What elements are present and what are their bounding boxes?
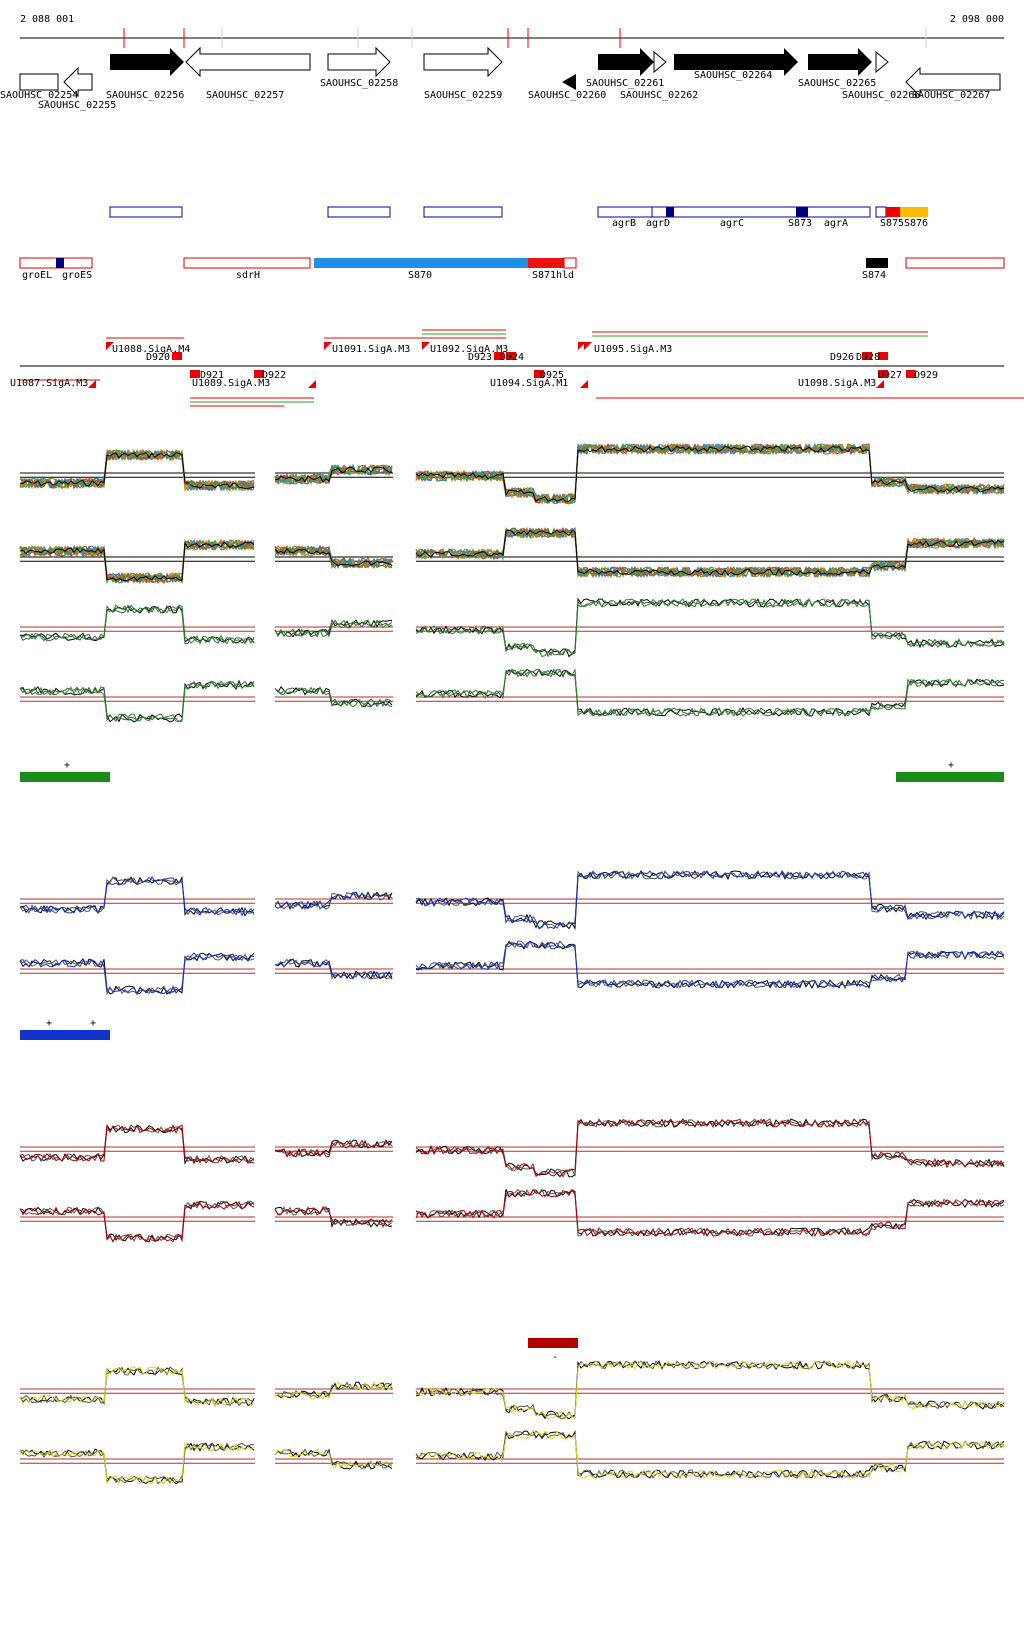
condition-mark: + bbox=[46, 1018, 52, 1029]
gene-box bbox=[19, 73, 59, 91]
feature-label: agrA bbox=[824, 218, 848, 229]
gene-arrow bbox=[598, 48, 654, 76]
condition-mark: + bbox=[948, 760, 954, 771]
terminator-label: D927 bbox=[878, 370, 902, 381]
promoter-label: U1091.SigA.M3 bbox=[332, 344, 410, 355]
expression-panels: + ++ +- bbox=[19, 442, 1005, 1485]
feature-box bbox=[597, 206, 871, 218]
gene-labels: SAOUHSC_02256 SAOUHSC_02257 SAOUHSC_02258 S… bbox=[106, 70, 990, 101]
feature-box bbox=[423, 206, 503, 218]
terminator-label: D928 bbox=[856, 352, 880, 363]
condition-mark: + bbox=[90, 1018, 96, 1029]
condition-bar: + + bbox=[20, 1018, 110, 1040]
feature-box bbox=[327, 206, 391, 218]
promoter-label: U1095.SigA.M3 bbox=[594, 344, 672, 355]
annotation-label: sdrH bbox=[236, 270, 260, 281]
feature-label: agrC bbox=[720, 218, 744, 229]
coordinate-start: 2 088 001 bbox=[20, 14, 74, 25]
terminator-label: D924 bbox=[500, 352, 524, 363]
feature-label: S873 bbox=[788, 218, 812, 229]
gene-arrow bbox=[185, 46, 311, 78]
multi-sample-panel bbox=[19, 442, 1005, 585]
transcript-lines bbox=[20, 329, 1024, 407]
promoter-labels: U1088.SigA.M4 U1091.SigA.M3 U1092.SigA.M3 U… bbox=[10, 344, 938, 389]
gene-arrow bbox=[562, 74, 576, 90]
feature-track: agrB agrD agrC S873 agrA S875 S876 bbox=[109, 206, 928, 229]
condition-panel bbox=[19, 1118, 1005, 1244]
condition-mark: + bbox=[64, 760, 70, 771]
feature-label: S875 bbox=[880, 218, 904, 229]
promoter-track: U1088.SigA.M4 U1091.SigA.M3 U1092.SigA.M3 U… bbox=[10, 329, 1024, 407]
gene-label: SAOUHSC_02259 bbox=[424, 90, 502, 101]
terminator-label: D926 bbox=[830, 352, 854, 363]
gene-arrow bbox=[63, 66, 93, 98]
annotation-label: S870 bbox=[408, 270, 432, 281]
condition-mark: - bbox=[552, 1352, 558, 1363]
terminator-label: D925 bbox=[540, 370, 564, 381]
gene-label: SAOUHSC_02258 bbox=[320, 78, 398, 89]
feature-box bbox=[109, 206, 183, 218]
terminator-label: D921 bbox=[200, 370, 224, 381]
gene-label: SAOUHSC_02266 bbox=[842, 90, 920, 101]
condition-bar: + + bbox=[20, 760, 1004, 782]
gene-arrow bbox=[423, 46, 503, 78]
gene-arrow bbox=[808, 48, 872, 76]
gene-arrow bbox=[875, 50, 889, 74]
feature-box bbox=[875, 206, 887, 218]
gene-label: SAOUHSC_02254 bbox=[0, 90, 78, 101]
gene-arrow bbox=[653, 50, 667, 74]
feature-label: agrD bbox=[646, 218, 670, 229]
annotation-track: groEL groES sdrH S870 S871 hld S874 bbox=[19, 257, 1005, 281]
gene-arrow bbox=[327, 46, 391, 78]
gene-arrow bbox=[110, 48, 184, 76]
gene-arrow bbox=[905, 66, 1001, 98]
gene-label: SAOUHSC_02267 bbox=[912, 90, 990, 101]
feature-labels: agrB agrD agrC S873 agrA S875 S876 bbox=[612, 218, 928, 229]
gene-arrow bbox=[674, 48, 798, 76]
annotation-label: groEL bbox=[22, 270, 52, 281]
annotation-label: groES bbox=[62, 270, 92, 281]
promoter-label: U1088.SigA.M4 bbox=[112, 344, 190, 355]
gene-label: SAOUHSC_02257 bbox=[206, 90, 284, 101]
gene-label: SAOUHSC_02260 bbox=[528, 90, 606, 101]
feature-label: agrB bbox=[612, 218, 636, 229]
terminator-label: D920 bbox=[146, 352, 170, 363]
gene-label: SAOUHSC_02261 bbox=[586, 78, 664, 89]
promoter-label: U1089.SigA.M3 bbox=[192, 378, 270, 389]
coordinate-end: 2 098 000 bbox=[950, 14, 1004, 25]
annotation-labels: groEL groES sdrH S870 S871 hld S874 bbox=[22, 270, 886, 281]
annotation-label: S871 bbox=[532, 270, 556, 281]
gene-label: SAOUHSC_02262 bbox=[620, 90, 698, 101]
promoter-label: U1092.SigA.M3 bbox=[430, 344, 508, 355]
terminator-label: D929 bbox=[914, 370, 938, 381]
promoter-label: U1098.SigA.M3 bbox=[798, 378, 876, 389]
condition-panel bbox=[19, 1360, 1005, 1485]
condition-panel bbox=[19, 597, 1005, 723]
terminator-label: D922 bbox=[262, 370, 286, 381]
feature-label: S876 bbox=[904, 218, 928, 229]
gene-label: SAOUHSC_02256 bbox=[106, 90, 184, 101]
annotation-label: S874 bbox=[862, 270, 886, 281]
terminator-label: D923 bbox=[468, 352, 492, 363]
promoter-label: U1094.SigA.M1 bbox=[490, 378, 568, 389]
promoter-label: U1087.SigA.M3 bbox=[10, 378, 88, 389]
gene-label: SAOUHSC_02265 bbox=[798, 78, 876, 89]
gene-track: SAOUHSC_02256 SAOUHSC_02257SAOUHSC_02258S… bbox=[0, 46, 1001, 111]
gene-label: SAOUHSC_02264 bbox=[694, 70, 772, 81]
condition-panel bbox=[19, 870, 1005, 996]
coordinate-ruler: 2 088 001 2 098 000 bbox=[20, 14, 1004, 48]
condition-bar: - bbox=[528, 1338, 578, 1363]
gene-label: SAOUHSC_02255 bbox=[38, 100, 116, 111]
annotation-label: hld bbox=[556, 270, 574, 281]
